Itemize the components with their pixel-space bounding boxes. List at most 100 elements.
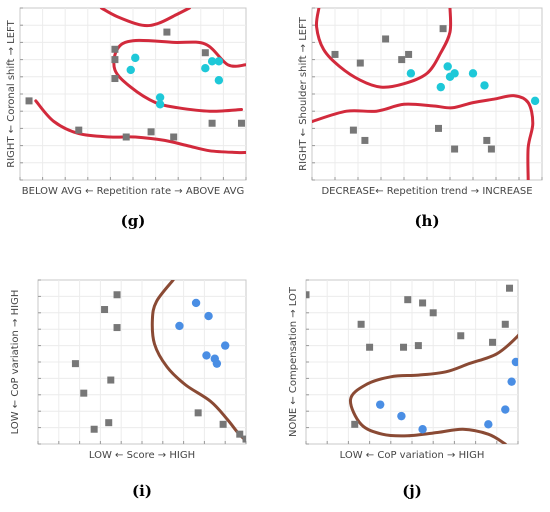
square-point-2 bbox=[75, 126, 83, 134]
square-point-10 bbox=[219, 420, 227, 428]
square-point-8 bbox=[366, 343, 374, 351]
square-point-6 bbox=[439, 25, 447, 33]
circle-point-7 bbox=[480, 81, 489, 90]
circle-point-4 bbox=[155, 93, 165, 102]
square-point-2 bbox=[404, 296, 412, 304]
decision-boundary-1 bbox=[99, 8, 191, 28]
square-point-8 bbox=[105, 419, 113, 427]
panel-caption: (g) bbox=[121, 212, 146, 230]
x-axis-label: LOW ← Score → HIGH bbox=[89, 450, 195, 461]
y-axis-label: RIGHT ← Coronal shift → LEFT bbox=[6, 19, 17, 167]
grid bbox=[311, 7, 543, 181]
square-point-12 bbox=[237, 119, 245, 127]
y-axis-label: RIGHT ← Shoulder shift → LEFT bbox=[298, 16, 309, 171]
plot-content bbox=[71, 280, 246, 443]
circle-point-3 bbox=[175, 321, 184, 331]
square-point-6 bbox=[122, 133, 130, 141]
circle-point-2 bbox=[131, 53, 140, 63]
square-point-7 bbox=[147, 128, 155, 136]
plot-content bbox=[25, 8, 246, 155]
circle-point-4 bbox=[202, 351, 211, 360]
square-point-1 bbox=[331, 50, 339, 58]
circle-point-6 bbox=[418, 425, 427, 434]
square-point-4 bbox=[398, 56, 406, 64]
square-point-5 bbox=[405, 50, 413, 58]
circle-point-5 bbox=[450, 69, 459, 78]
square-point-3 bbox=[111, 75, 119, 83]
grid bbox=[305, 279, 519, 445]
decision-boundary-2 bbox=[312, 94, 535, 180]
decision-boundary-2 bbox=[34, 99, 246, 155]
circle-point-5 bbox=[397, 411, 406, 421]
circle-point-6 bbox=[468, 69, 478, 78]
circle-point-7 bbox=[221, 341, 230, 350]
circle-point-6 bbox=[207, 57, 217, 66]
chart-panel-4: LOW ← CoP variation → HIGH NONE ← Compens… bbox=[288, 279, 519, 500]
grid bbox=[37, 279, 247, 445]
x-axis-label: LOW ← CoP variation → HIGH bbox=[340, 450, 485, 461]
circle-point-3 bbox=[501, 405, 510, 414]
y-axis-label: LOW ← CoP variation → HIGH bbox=[10, 290, 21, 435]
square-point-12 bbox=[487, 145, 495, 153]
square-point-5 bbox=[80, 389, 88, 397]
square-point-9 bbox=[435, 124, 442, 132]
square-point-9 bbox=[170, 133, 178, 141]
decision-boundary-1 bbox=[348, 333, 518, 444]
chart-panel-3: LOW ← Score → HIGH LOW ← CoP variation → … bbox=[10, 279, 247, 500]
circle-point-3 bbox=[155, 100, 165, 109]
circle-point-7 bbox=[484, 420, 493, 429]
circle-point-1 bbox=[126, 65, 135, 75]
square-point-6 bbox=[107, 376, 115, 384]
square-point-3 bbox=[419, 299, 427, 307]
square-point-10 bbox=[414, 342, 422, 350]
circle-point-1 bbox=[511, 357, 518, 367]
square-point-2 bbox=[101, 306, 109, 314]
square-point-11 bbox=[483, 136, 491, 144]
chart-panel-1: BELOW AVG ← Repetition rate → ABOVE AVG R… bbox=[6, 7, 247, 230]
circle-point-7 bbox=[214, 57, 224, 66]
square-point-12 bbox=[489, 338, 497, 346]
y-axis-label: NONE ← Compensation → LOT bbox=[288, 286, 299, 437]
square-point-10 bbox=[201, 49, 209, 57]
square-point-13 bbox=[351, 420, 359, 428]
circle-point-8 bbox=[530, 96, 540, 106]
square-point-1 bbox=[25, 97, 33, 105]
square-point-1 bbox=[306, 291, 310, 299]
square-point-1 bbox=[113, 291, 121, 299]
square-point-4 bbox=[429, 309, 437, 317]
decision-boundary-1 bbox=[150, 280, 246, 443]
panel-caption: (j) bbox=[402, 482, 422, 500]
square-point-5 bbox=[506, 284, 514, 292]
square-point-12 bbox=[242, 435, 246, 443]
square-point-7 bbox=[357, 320, 365, 328]
circle-point-2 bbox=[204, 311, 213, 321]
plot-content bbox=[306, 284, 518, 444]
square-point-3 bbox=[382, 35, 390, 43]
plot-content bbox=[312, 8, 540, 180]
circle-point-2 bbox=[436, 82, 445, 92]
square-point-9 bbox=[400, 343, 408, 351]
square-point-2 bbox=[356, 59, 364, 67]
square-point-5 bbox=[111, 45, 119, 53]
square-point-7 bbox=[349, 126, 357, 134]
decision-boundary-1 bbox=[314, 8, 453, 89]
square-point-11 bbox=[236, 430, 244, 438]
square-point-11 bbox=[208, 119, 216, 127]
x-axis-label: DECREASE← Repetition trend → INCREASE bbox=[321, 186, 532, 197]
square-point-8 bbox=[361, 136, 369, 144]
square-point-10 bbox=[451, 145, 459, 153]
square-point-7 bbox=[90, 425, 98, 433]
square-point-4 bbox=[111, 56, 119, 64]
square-point-4 bbox=[71, 360, 79, 368]
circle-point-6 bbox=[212, 359, 222, 368]
chart-panel-2: DECREASE← Repetition trend → INCREASE RIG… bbox=[298, 7, 543, 230]
circle-point-1 bbox=[406, 69, 416, 78]
square-point-9 bbox=[194, 409, 202, 417]
circle-point-5 bbox=[201, 63, 210, 73]
circle-point-1 bbox=[191, 298, 201, 308]
x-axis-label: BELOW AVG ← Repetition rate → ABOVE AVG bbox=[22, 186, 244, 197]
circle-point-2 bbox=[507, 377, 516, 386]
square-point-8 bbox=[163, 28, 171, 36]
square-point-6 bbox=[501, 320, 509, 328]
